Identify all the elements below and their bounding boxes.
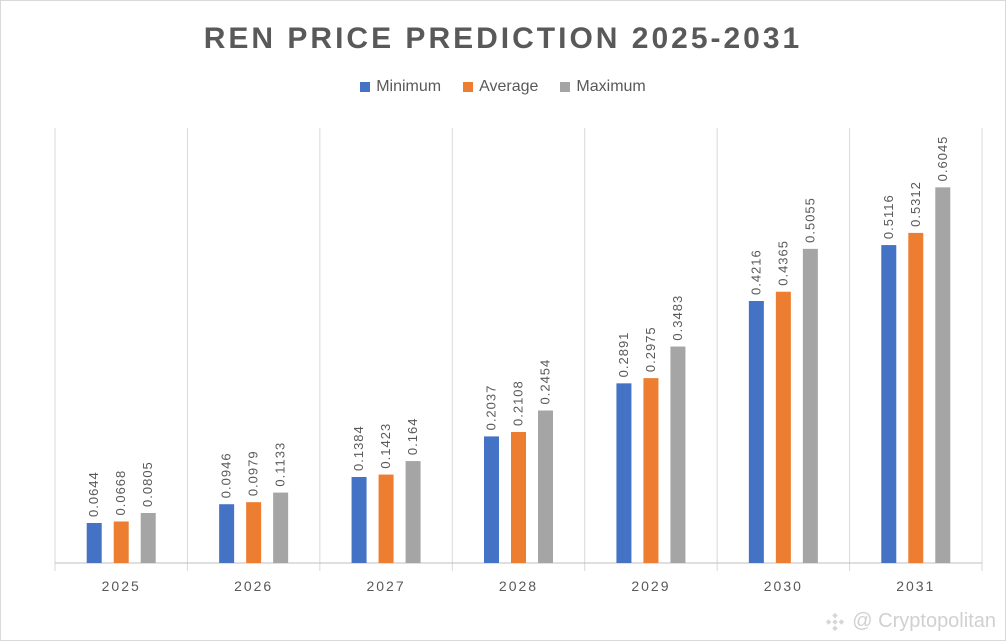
data-label-average-2027: 0.1423 — [378, 423, 393, 469]
data-label-maximum-2031: 0.6045 — [935, 136, 950, 182]
data-label-minimum-2031: 0.5116 — [881, 194, 896, 239]
data-label-average-2031: 0.5312 — [908, 181, 923, 227]
bar-average-2028 — [511, 432, 526, 563]
data-label-maximum-2030: 0.5055 — [802, 197, 817, 243]
data-label-minimum-2025: 0.0644 — [86, 471, 101, 517]
data-label-average-2030: 0.4365 — [775, 240, 790, 286]
bar-minimum-2031 — [881, 245, 896, 563]
bar-maximum-2026 — [273, 493, 288, 563]
data-label-maximum-2025: 0.0805 — [140, 461, 155, 507]
x-tick-label-2025: 2025 — [102, 578, 141, 594]
bar-average-2025 — [114, 521, 129, 563]
bar-average-2029 — [643, 378, 658, 563]
x-tick-label-2026: 2026 — [234, 578, 273, 594]
bar-maximum-2029 — [670, 347, 685, 563]
watermark-text: @ Cryptopolitan — [852, 610, 996, 633]
data-label-minimum-2030: 0.4216 — [748, 249, 763, 295]
bar-maximum-2025 — [141, 513, 156, 563]
bar-minimum-2030 — [749, 301, 764, 563]
data-label-average-2028: 0.2108 — [511, 380, 526, 426]
bar-minimum-2027 — [352, 477, 367, 563]
binance-logo-icon — [824, 611, 846, 633]
data-label-average-2029: 0.2975 — [643, 326, 658, 372]
data-label-maximum-2029: 0.3483 — [670, 295, 685, 341]
x-tick-label-2029: 2029 — [631, 578, 670, 594]
x-tick-label-2028: 2028 — [499, 578, 538, 594]
watermark: @ Cryptopolitan — [824, 610, 996, 633]
bar-maximum-2027 — [406, 461, 421, 563]
data-label-average-2026: 0.0979 — [246, 450, 261, 496]
data-label-maximum-2026: 0.1133 — [273, 442, 288, 487]
bar-average-2027 — [379, 475, 394, 563]
data-label-minimum-2026: 0.0946 — [219, 452, 234, 498]
x-tick-label-2031: 2031 — [896, 578, 935, 594]
data-label-average-2025: 0.0668 — [113, 470, 128, 516]
bar-average-2031 — [908, 233, 923, 563]
data-label-minimum-2027: 0.1384 — [351, 425, 366, 471]
bar-maximum-2030 — [803, 249, 818, 563]
bar-average-2026 — [246, 502, 261, 563]
data-label-minimum-2028: 0.2037 — [484, 385, 499, 431]
data-label-maximum-2028: 0.2454 — [538, 359, 553, 405]
bar-maximum-2028 — [538, 411, 553, 563]
bar-minimum-2025 — [87, 523, 102, 563]
x-tick-label-2030: 2030 — [764, 578, 803, 594]
bar-minimum-2026 — [219, 504, 234, 563]
bar-minimum-2028 — [484, 436, 499, 563]
data-label-minimum-2029: 0.2891 — [616, 332, 631, 378]
bar-minimum-2029 — [616, 383, 631, 563]
x-tick-label-2027: 2027 — [366, 578, 405, 594]
bar-average-2030 — [776, 292, 791, 563]
bar-maximum-2031 — [935, 187, 950, 563]
data-label-maximum-2027: 0.164 — [405, 418, 420, 456]
